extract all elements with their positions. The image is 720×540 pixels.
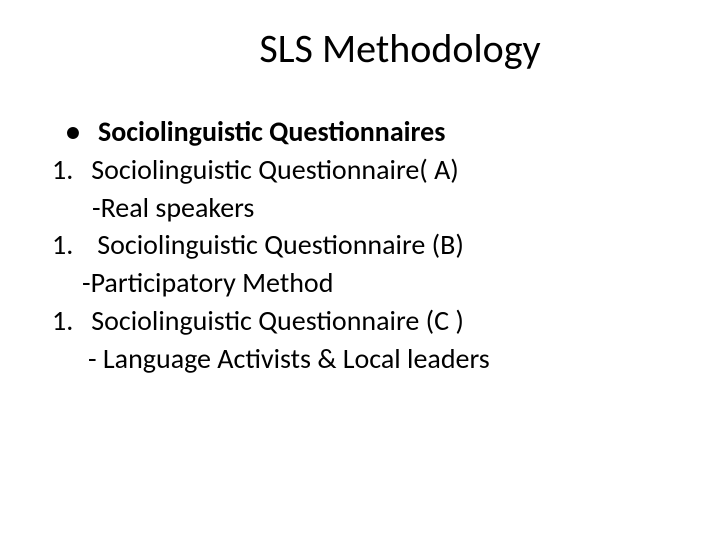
slide-body: • Sociolinguistic Questionnaires 1. Soci… xyxy=(48,113,672,378)
bullet-marker: • xyxy=(66,113,80,151)
bullet-item: • Sociolinguistic Questionnaires xyxy=(48,113,672,151)
list-text: Sociolinguistic Questionnaire( A) xyxy=(91,151,459,189)
list-item-3: 1. Sociolinguistic Questionnaire (C ) xyxy=(48,302,672,340)
list-number: 1. xyxy=(52,302,73,340)
list-subtext-1: -Real speakers xyxy=(48,189,672,227)
list-text: Sociolinguistic Questionnaire (C ) xyxy=(91,302,464,340)
list-number: 1. xyxy=(52,226,73,264)
list-item-1: 1. Sociolinguistic Questionnaire( A) xyxy=(48,151,672,189)
list-subtext-3: - Language Activists & Local leaders xyxy=(48,340,672,378)
list-text: Sociolinguistic Questionnaire (B) xyxy=(97,226,464,264)
list-number: 1. xyxy=(52,151,73,189)
bullet-text: Sociolinguistic Questionnaires xyxy=(98,113,445,151)
slide-container: SLS Methodology • Sociolinguistic Questi… xyxy=(0,0,720,540)
slide-title: SLS Methodology xyxy=(48,24,672,73)
list-subtext-2: -Participatory Method xyxy=(48,264,672,302)
list-item-2: 1. Sociolinguistic Questionnaire (B) xyxy=(48,226,672,264)
